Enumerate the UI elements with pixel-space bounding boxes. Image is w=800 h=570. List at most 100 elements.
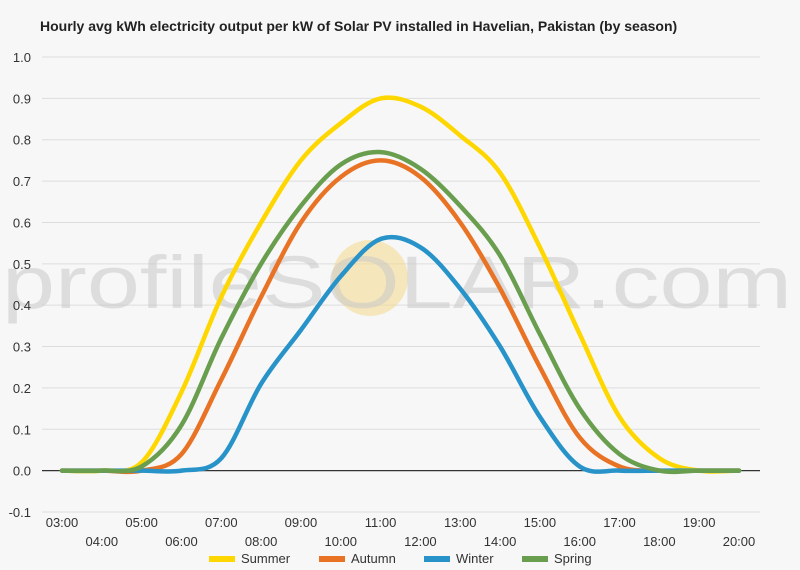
data-point-spring [538,332,542,336]
data-point-autumn [618,465,622,469]
legend-label: Autumn [351,551,396,566]
x-tick-label: 20:00 [723,534,756,549]
x-tick-label: 05:00 [125,515,158,530]
data-point-winter [179,469,183,473]
x-tick-label: 17:00 [603,515,636,530]
data-point-summer [339,121,343,125]
data-point-summer [379,96,383,100]
gridlines [42,56,760,513]
legend-label: Winter [456,551,494,566]
y-tick-label: 0.8 [13,133,31,148]
data-point-winter [578,465,582,469]
data-point-spring [339,163,343,167]
x-tick-label: 15:00 [524,515,557,530]
data-point-spring [737,469,741,473]
y-tick-label: 0.7 [13,174,31,189]
data-point-spring [179,423,183,427]
series-line-autumn [59,158,742,475]
data-point-spring [60,469,64,473]
data-point-spring [697,469,701,473]
data-point-autumn [179,452,183,456]
data-point-autumn [578,436,582,440]
legend-item-summer: Summer [209,551,291,566]
y-tick-label: 0.5 [13,257,31,272]
data-point-summer [179,390,183,394]
data-point-spring [418,167,422,171]
data-point-spring [259,262,263,266]
data-point-winter [299,328,303,332]
data-point-winter [618,469,622,473]
x-axis: 03:00 04:00 05:00 06:00 07:00 08:00 09:00 10:00… [46,515,756,549]
x-tick-label: 06:00 [165,534,198,549]
data-point-spring [498,254,502,258]
y-tick-label: 0.2 [13,381,31,396]
data-point-spring [458,204,462,208]
data-point-spring [299,204,303,208]
legend-swatch [209,556,235,562]
data-point-spring [379,150,383,154]
data-point-winter [339,274,343,278]
chart-title: Hourly avg kWh electricity output per kW… [40,18,678,34]
data-point-summer [578,332,582,336]
x-tick-label: 04:00 [86,534,119,549]
y-tick-label: 0.6 [13,215,31,230]
data-point-summer [458,134,462,138]
data-point-autumn [299,220,303,224]
y-tick-label: 0.3 [13,340,31,355]
x-tick-label: 14:00 [484,534,517,549]
data-point-winter [219,456,223,460]
data-point-autumn [498,287,502,291]
data-point-summer [259,220,263,224]
y-tick-label: 0.0 [13,464,31,479]
data-point-autumn [458,220,462,224]
x-tick-label: 10:00 [324,534,357,549]
x-tick-label: 18:00 [643,534,676,549]
data-point-autumn [339,175,343,179]
data-point-autumn [219,378,223,382]
y-tick-label: -0.1 [9,505,31,520]
x-tick-label: 03:00 [46,515,79,530]
data-point-autumn [538,365,542,369]
data-point-spring [618,452,622,456]
data-point-winter [458,287,462,291]
x-tick-label: 19:00 [683,515,716,530]
legend-item-winter: Winter [424,551,494,566]
x-tick-label: 07:00 [205,515,238,530]
legend-swatch [522,556,548,562]
legend-swatch [319,556,345,562]
x-tick-label: 12:00 [404,534,437,549]
data-point-summer [418,105,422,109]
legend: Summer Autumn Winter Spring [209,551,592,566]
data-point-winter [379,237,383,241]
series-line-summer [59,95,742,474]
series-lines [59,95,742,475]
y-tick-label: 1.0 [13,50,31,65]
y-tick-label: 0.4 [13,298,31,313]
data-point-spring [657,469,661,473]
data-point-spring [219,336,223,340]
x-tick-label: 09:00 [285,515,318,530]
legend-label: Spring [554,551,592,566]
data-point-autumn [379,158,383,162]
series-line-spring [59,149,742,475]
data-point-summer [657,456,661,460]
y-tick-label: 0.9 [13,91,31,106]
watermark: profileSOLAR.com [2,240,792,324]
x-tick-label: 13:00 [444,515,477,530]
watermark-text: profileSOLAR.com [2,241,792,324]
y-tick-label: 0.1 [13,422,31,437]
data-point-spring [578,407,582,411]
data-point-winter [498,345,502,349]
x-tick-label: 11:00 [365,515,397,530]
data-point-autumn [259,295,263,299]
x-tick-label: 16:00 [563,534,596,549]
x-tick-label: 08:00 [245,534,278,549]
data-point-summer [498,171,502,175]
legend-item-spring: Spring [522,551,592,566]
data-point-winter [418,245,422,249]
data-point-summer [219,295,223,299]
data-point-autumn [418,175,422,179]
data-point-summer [618,415,622,419]
